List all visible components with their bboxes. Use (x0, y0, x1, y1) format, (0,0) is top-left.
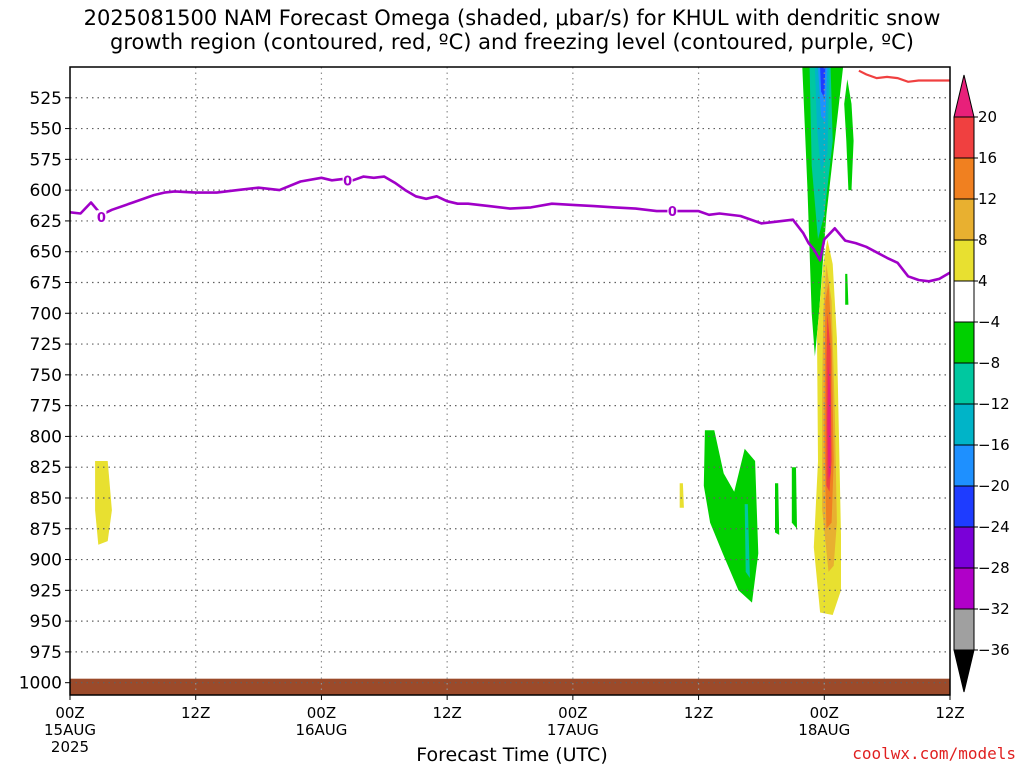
y-tick-label: 800 (30, 427, 62, 447)
colorbar-label: −20 (978, 477, 1010, 495)
freezing-level-label-bg (667, 204, 678, 219)
colorbar-segment (953, 157, 975, 200)
y-tick-label: 1000 (19, 674, 62, 694)
x-tick-label: 12Z (181, 704, 210, 722)
omega-area-8 (744, 504, 750, 578)
y-tick-label: 950 (30, 612, 62, 632)
omega-area-17 (827, 362, 831, 480)
x-tick-label: 00Z (307, 704, 336, 722)
colorbar-segment (953, 485, 975, 528)
colorbar-label: 20 (978, 108, 997, 126)
omega-area-10 (791, 467, 797, 529)
y-tick-label: 575 (30, 150, 62, 170)
colorbar-label: −24 (978, 518, 1010, 536)
freezing-level-label-bg (342, 173, 353, 188)
y-tick-label: 825 (30, 458, 62, 478)
y-tick-label: 925 (30, 581, 62, 601)
colorbar-segment (953, 526, 975, 569)
x-tick-label: 16AUG (295, 721, 347, 739)
y-tick-label: 650 (30, 243, 62, 263)
colorbar-segment (953, 198, 975, 241)
chart-title-line2: growth region (contoured, red, ºC) and f… (110, 30, 914, 54)
x-axis-title: Forecast Time (UTC) (416, 744, 608, 766)
omega-area-7 (703, 430, 759, 603)
colorbar-label: −4 (978, 313, 1000, 331)
y-tick-label: 700 (30, 304, 62, 324)
colorbar-segment (953, 608, 975, 651)
colorbar-label: 16 (978, 149, 997, 167)
y-tick-label: 725 (30, 335, 62, 355)
colorbar-label: 4 (978, 272, 988, 290)
plot-frame (69, 66, 951, 696)
colorbar-label: 8 (978, 231, 988, 249)
y-tick-label: 900 (30, 551, 62, 571)
y-tick-label: 850 (30, 489, 62, 509)
freezing-level-label: 0 (668, 205, 677, 220)
colorbar-segment (953, 239, 975, 282)
colorbar-label: −8 (978, 354, 1000, 372)
x-tick-label: 12Z (684, 704, 713, 722)
y-tick-label: 975 (30, 643, 62, 663)
x-tick-label: 00Z (558, 704, 587, 722)
colorbar-label: −12 (978, 395, 1010, 413)
chart-title: 2025081500 NAM Forecast Omega (shaded, μ… (0, 6, 1024, 54)
x-tick-label: 12Z (432, 704, 461, 722)
y-tick-label: 625 (30, 212, 62, 232)
colorbar-top-arrow (953, 74, 975, 118)
freezing-level-line (70, 175, 950, 283)
colorbar-segment (953, 116, 975, 159)
colorbar-label: −16 (978, 436, 1010, 454)
freezing-level-label: 0 (343, 174, 352, 189)
freezing-level-label-bg (96, 210, 107, 225)
colorbar-bottom-arrow (953, 649, 975, 693)
x-tick-label: 00Z (55, 704, 84, 722)
dendritic-region-line (858, 69, 950, 83)
x-tick-label: 00Z (810, 704, 839, 722)
y-tick-label: 750 (30, 366, 62, 386)
y-tick-label: 525 (30, 89, 62, 109)
colorbar-segment (953, 403, 975, 446)
colorbar-segment (953, 280, 975, 323)
colorbar-label: −28 (978, 559, 1010, 577)
y-tick-label: 775 (30, 397, 62, 417)
y-tick-label: 675 (30, 273, 62, 293)
freezing-level-label: 0 (97, 211, 106, 226)
x-tick-label: 17AUG (547, 721, 599, 739)
colorbar-segment (953, 444, 975, 487)
x-tick-label: 12Z (935, 704, 964, 722)
terrain-fill (70, 678, 950, 695)
omega-area-1 (844, 79, 854, 191)
colorbar-segment (953, 321, 975, 364)
x-tick-label: 18AUG (798, 721, 850, 739)
omega-area-12 (679, 483, 684, 508)
omega-area-2 (845, 273, 849, 305)
colorbar-segment (953, 362, 975, 405)
colorbar-label: −36 (978, 641, 1010, 659)
y-tick-label: 875 (30, 520, 62, 540)
chart-title-line1: 2025081500 NAM Forecast Omega (shaded, μ… (83, 6, 941, 30)
colorbar-label: −32 (978, 600, 1010, 618)
x-tick-label: 15AUG (44, 721, 96, 739)
x-tick-label: 2025 (51, 738, 89, 756)
y-tick-label: 550 (30, 120, 62, 140)
colorbar-segment (953, 567, 975, 610)
credit-link[interactable]: coolwx.com/models (852, 744, 1016, 763)
omega-area-9 (775, 483, 780, 535)
colorbar-label: 12 (978, 190, 997, 208)
omega-area-11 (95, 461, 112, 545)
y-tick-label: 600 (30, 181, 62, 201)
